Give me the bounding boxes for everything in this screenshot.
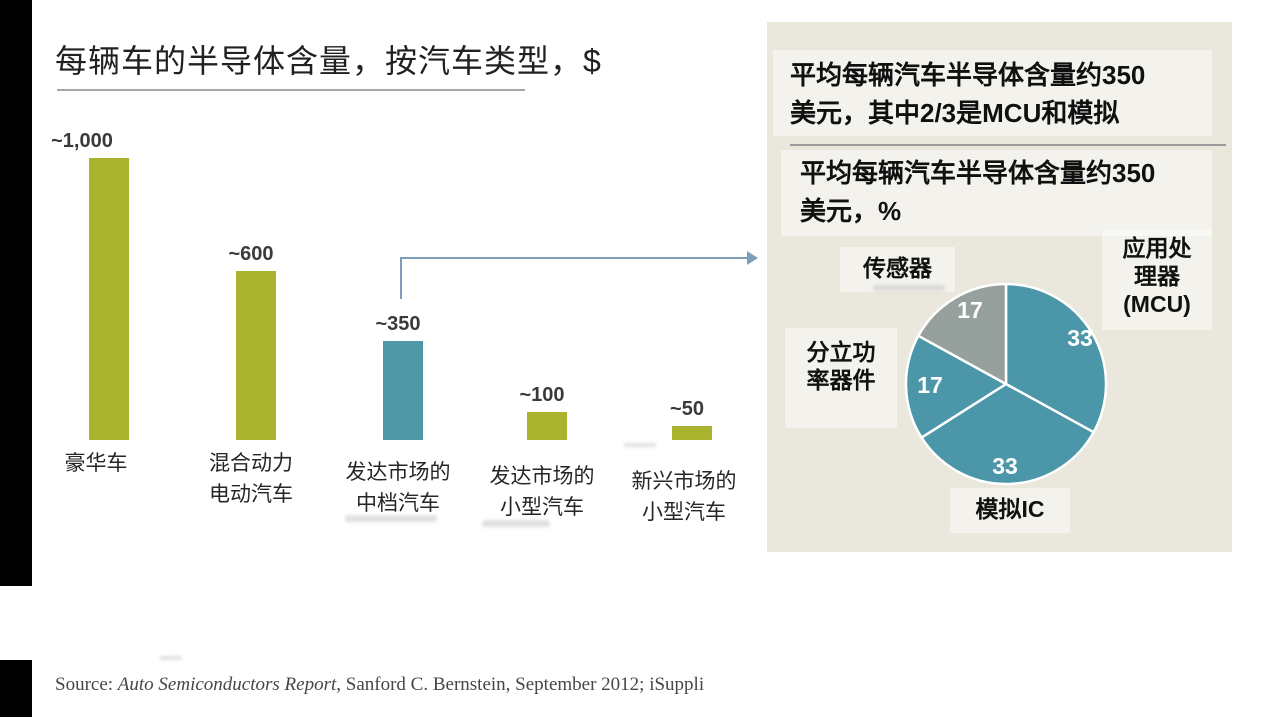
- slice-value-analog-ic: 33: [992, 453, 1018, 479]
- bar-value-label: ~50: [670, 398, 704, 420]
- watermark-smudge: [160, 656, 182, 660]
- pie-svg: 33 33 17 17: [904, 282, 1108, 486]
- watermark-smudge: [873, 285, 945, 291]
- pie-label-line: 理器: [1134, 263, 1180, 289]
- watermark-smudge: [482, 520, 550, 527]
- source-note: Source: Auto Semiconductors Report, Sanf…: [55, 674, 704, 696]
- pie-slice-sensor: [917, 282, 1008, 386]
- bar-luxury-car: [89, 158, 129, 440]
- pie-label-line: 分立功: [806, 339, 876, 365]
- slice-value-discrete-power: 17: [917, 372, 943, 398]
- panel-header: 平均每辆汽车半导体含量约350 美元，其中2/3是MCU和模拟: [773, 50, 1212, 136]
- bar-label-line: 发达市场的: [489, 465, 595, 488]
- source-report-title: Auto Semiconductors Report: [117, 674, 337, 695]
- pie-chart: 33 33 17 17: [904, 282, 1108, 486]
- pie-label-discrete-power: 分立功 率器件: [785, 328, 897, 428]
- pie-label-line: 应用处: [1122, 235, 1192, 261]
- panel-divider: [790, 144, 1226, 146]
- title-rule: [57, 89, 525, 91]
- watermark-smudge: [624, 443, 656, 447]
- pie-chart-title: 平均每辆汽车半导体含量约350 美元，%: [781, 150, 1212, 236]
- arrow-vertical-segment: [400, 257, 402, 299]
- bar-label-line: 电动汽车: [209, 483, 293, 506]
- bar-emerging-small: [672, 426, 712, 440]
- source-prefix: Source:: [55, 674, 118, 695]
- pie-label-mcu: 应用处 理器 (MCU): [1102, 230, 1212, 330]
- bar-label-line: 发达市场的: [345, 461, 451, 484]
- source-rest: , Sanford C. Bernstein, September 2012; …: [336, 674, 705, 695]
- bar-label-line: 小型汽车: [642, 501, 726, 524]
- pie-label-line: (MCU): [1123, 291, 1191, 317]
- arrowhead-icon: [747, 251, 758, 265]
- edge-artifact-bottom: [0, 660, 32, 717]
- edge-artifact-top: [0, 0, 32, 586]
- panel-header-line: 美元，其中2/3是MCU和模拟: [790, 98, 1120, 128]
- bar-label: 豪华车: [46, 448, 146, 479]
- bar-label: 发达市场的 中档汽车: [338, 457, 458, 519]
- bar-label: 发达市场的 小型汽车: [482, 461, 602, 523]
- pie-title-line: 平均每辆汽车半导体含量约350: [800, 158, 1156, 188]
- bar-value-label: ~600: [228, 243, 274, 265]
- pie-slice-mcu: [1004, 282, 1108, 434]
- pie-label-analog-ic: 模拟IC: [950, 488, 1070, 533]
- pie-slice-analog-ic: [920, 382, 1095, 486]
- insight-panel: 平均每辆汽车半导体含量约350 美元，其中2/3是MCU和模拟 平均每辆汽车半导…: [767, 22, 1232, 552]
- panel-header-line: 平均每辆汽车半导体含量约350: [790, 60, 1146, 90]
- pie-slice-discrete-power: [904, 334, 1008, 439]
- chart-title: 每辆车的半导体含量，按汽车类型，$: [55, 43, 602, 79]
- bar-label-line: 豪华车: [64, 452, 128, 475]
- bar-value-label: ~100: [519, 384, 565, 406]
- pie-label-sensor: 传感器: [840, 247, 955, 292]
- bar-label-line: 新兴市场的: [631, 470, 737, 493]
- bar-value-label: ~1,000: [51, 130, 113, 152]
- bar-label: 新兴市场的 小型汽车: [624, 466, 744, 528]
- bar-developed-midrange: [383, 341, 423, 440]
- arrow-horizontal-segment: [400, 257, 748, 259]
- bar-label-line: 中档汽车: [356, 492, 440, 515]
- bar-label-line: 小型汽车: [500, 496, 584, 519]
- bar-value-label: ~350: [375, 313, 421, 335]
- bar-label-line: 混合动力: [209, 452, 293, 475]
- bar-label: 混合动力 电动汽车: [201, 448, 301, 510]
- pie-label-line: 率器件: [806, 367, 876, 393]
- pie-title-line: 美元，%: [800, 196, 902, 226]
- slice-value-sensor: 17: [957, 297, 983, 323]
- bar-developed-small: [527, 412, 567, 440]
- slice-value-mcu: 33: [1067, 325, 1093, 351]
- watermark-smudge: [345, 515, 437, 522]
- bar-hybrid-ev: [236, 271, 276, 440]
